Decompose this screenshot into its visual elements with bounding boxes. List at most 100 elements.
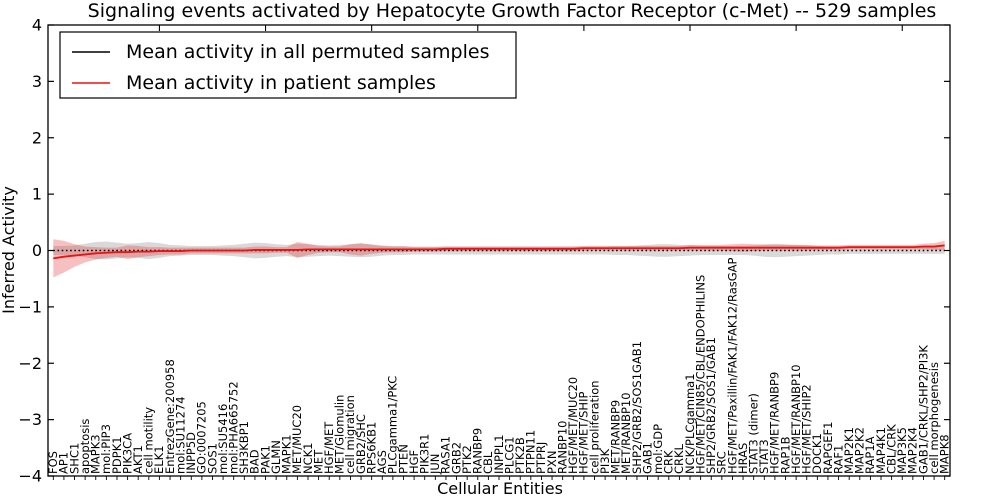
x-tick-label: cell morphogenesis: [927, 362, 941, 474]
x-tick-label: RPS6KB1: [364, 422, 378, 474]
x-tick-label: SH3KBP1: [237, 421, 251, 474]
x-tick-label: PTEN: [396, 444, 410, 474]
x-tick-label: INPPL1: [492, 434, 506, 474]
y-tick-label: 2: [32, 128, 42, 147]
x-tick-label: PTPRJ: [534, 442, 548, 474]
x-tick-label: MAP2K2: [853, 427, 867, 474]
x-tick-label: CBL/CRK: [884, 424, 898, 474]
x-tick-label: MAP3K5: [895, 427, 909, 474]
x-tick-label: HGF: [407, 450, 421, 474]
x-tick-label: NCK1: [301, 443, 315, 475]
x-tick-label: SRC: [715, 451, 729, 474]
y-tick-label: 3: [32, 72, 42, 91]
x-tick-label: HGF/MET/RANBP10: [789, 364, 803, 474]
x-tick-label: PTK2B: [513, 437, 527, 474]
y-tick-labels: 4 3 2 1 0 −1 −2 −3 −4: [18, 16, 42, 486]
y-tick-label: −4: [18, 467, 42, 486]
x-tick-label: apoptosis: [78, 419, 92, 474]
axes-frame-and-ticks: [47, 24, 951, 480]
x-tick-label: GAB1/CRKL/SHP2/PI3K: [916, 345, 930, 474]
x-tick-label: MAPK3: [89, 434, 103, 474]
legend-label-permuted: Mean activity in all permuted samples: [126, 41, 489, 63]
x-tick-label: CRK: [662, 450, 676, 474]
x-tick-label: CRKL: [672, 443, 686, 474]
x-axis-label: Cellular Entities: [437, 479, 563, 498]
legend-label-patient: Mean activity in patient samples: [126, 72, 436, 94]
y-tick-label: 1: [32, 185, 42, 204]
x-tick-label: MET/RANBP9: [609, 400, 623, 474]
x-tick-label: PIK3R1: [418, 434, 432, 475]
x-tick-label: SHC1: [67, 443, 81, 474]
x-tick-label: PTK2: [460, 445, 474, 474]
chart-title: Signaling events activated by Hepatocyte…: [88, 0, 937, 22]
x-tick-label: RAF1: [831, 445, 845, 474]
x-tick-label: STAT3: [757, 439, 771, 474]
x-tick-label: HGF/MET/RANBP9: [768, 372, 782, 474]
y-tick-label: −1: [18, 297, 42, 316]
x-tick-label: mol:SU5416: [216, 404, 230, 474]
legend: Mean activity in all permuted samples Me…: [59, 31, 517, 99]
x-tick-label: GRB2: [449, 442, 463, 474]
x-tick-label: MET/Glomulin: [333, 395, 347, 474]
x-tick-label: mol:PHA665752: [227, 381, 241, 474]
x-tick-label: STAT3 (dimer): [746, 393, 760, 474]
x-tick-label: HRAS: [736, 443, 750, 474]
x-tick-label: GAB1: [640, 442, 654, 474]
x-tick-label: HGF/MET: [322, 421, 336, 474]
x-tick-label: mol:GDP: [651, 424, 665, 474]
x-tick-label: cell proliferation: [587, 380, 601, 474]
patient-std-band: [53, 239, 945, 278]
x-tick-label: HGF/MET/Paxillin/FAK1/FAK12/RasGAP: [725, 257, 739, 474]
x-tick-label: PI3K: [598, 448, 612, 474]
x-tick-label: MET/RANBP10: [619, 392, 633, 474]
x-tick-label: AKT1: [131, 445, 145, 474]
x-tick-label: INPP5D: [184, 432, 198, 474]
x-tick-label: HGF/MET/CIN85/CBL/ENDOPHILINS: [693, 275, 707, 474]
x-tick-label: MAPK1: [280, 434, 294, 474]
x-tick-label: NCK/PLCgamma1: [683, 373, 697, 474]
y-tick-label: −2: [18, 354, 42, 373]
x-tick-label: SOS1: [205, 443, 219, 474]
x-tick-label: HGF/MET/SHIP2: [800, 384, 814, 474]
patient-mean-line: [53, 244, 945, 260]
x-tick-label: SHP2/GRB2/SOS1/GAB1: [704, 337, 718, 474]
legend-box: [59, 31, 517, 99]
x-tick-labels: FOSAP1SHC1apoptosisMAPK3mol:PIP3PDPK1PIK…: [46, 257, 951, 475]
x-tick-label: RANBP10: [555, 421, 569, 474]
x-tick-label: RAPGEF1: [821, 422, 835, 474]
x-tick-label: CBL: [481, 451, 495, 474]
x-tick-label: EntrezGene:200958: [163, 359, 177, 474]
x-tick-label: MAPK8: [937, 434, 951, 474]
x-tick-label: MAP2K1: [842, 427, 856, 474]
x-tick-label: GLMN: [269, 440, 283, 474]
x-tick-label: RAP1A: [863, 436, 877, 474]
x-tick-label: BAD: [248, 449, 262, 474]
x-tick-label: PAK1: [258, 445, 272, 474]
y-axis-label: Inferred Activity: [0, 186, 18, 314]
confidence-bands: [53, 239, 945, 278]
y-tick-label: 0: [32, 241, 42, 260]
x-tick-label: MET/MUC20: [290, 405, 304, 474]
x-tick-label: RASA1: [439, 436, 453, 474]
x-tick-label: RAP1B: [778, 436, 792, 474]
x-tick-label: PIK3CA: [120, 433, 134, 474]
x-tick-label: PLCgamma1/PKC: [386, 376, 400, 474]
x-tick-label: PTPN11: [524, 430, 538, 474]
x-tick-label: ELK1: [152, 445, 166, 474]
x-tick-label: GRB2/SHC: [354, 414, 368, 474]
x-tick-label: HGF/MET/SHIP: [577, 392, 591, 474]
x-tick-label: HGF/MET/MUC20: [566, 377, 580, 474]
x-tick-label: JUN: [428, 454, 442, 475]
x-tick-label: AGS: [375, 450, 389, 474]
x-tick-label: PLCG1: [502, 436, 516, 474]
x-tick-label: DOCK1: [810, 433, 824, 474]
x-tick-label: mol:SU11274: [173, 396, 187, 474]
x-tick-label: cell motility: [142, 407, 156, 474]
x-tick-label: MAP2K4: [906, 427, 920, 474]
y-tick-label: 4: [32, 16, 42, 35]
x-tick-label: MAP4K1: [874, 427, 888, 474]
y-tick-label: −3: [18, 410, 42, 429]
x-tick-label: AP1: [57, 452, 71, 474]
